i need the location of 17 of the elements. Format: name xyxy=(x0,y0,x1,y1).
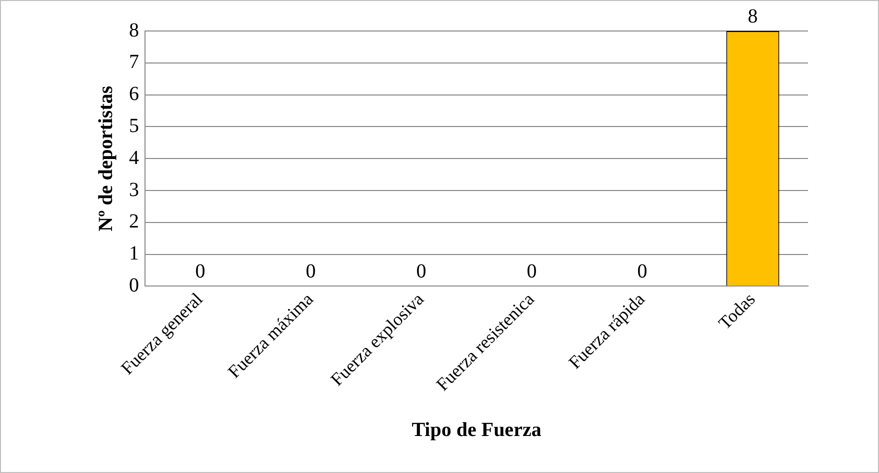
y-tick-label: 2 xyxy=(129,210,139,233)
y-tick-label: 4 xyxy=(129,146,139,169)
data-label: 0 xyxy=(195,260,206,282)
data-label: 0 xyxy=(526,260,537,282)
y-tick-label: 8 xyxy=(129,19,139,42)
y-tick-label: 6 xyxy=(129,83,139,106)
data-label: 0 xyxy=(306,260,316,282)
data-label: 0 xyxy=(637,260,648,282)
x-axis-title: Tipo de Fuerza xyxy=(412,419,542,442)
y-tick-label: 5 xyxy=(129,114,139,137)
y-tick-label: 7 xyxy=(129,51,139,74)
y-tick-label: 0 xyxy=(129,274,139,296)
data-label: 8 xyxy=(748,5,758,28)
y-tick-label: 1 xyxy=(129,242,139,265)
y-tick-label: 3 xyxy=(129,178,139,201)
data-label: 0 xyxy=(416,260,426,282)
y-axis-title: Nº de deportistas xyxy=(95,86,118,232)
